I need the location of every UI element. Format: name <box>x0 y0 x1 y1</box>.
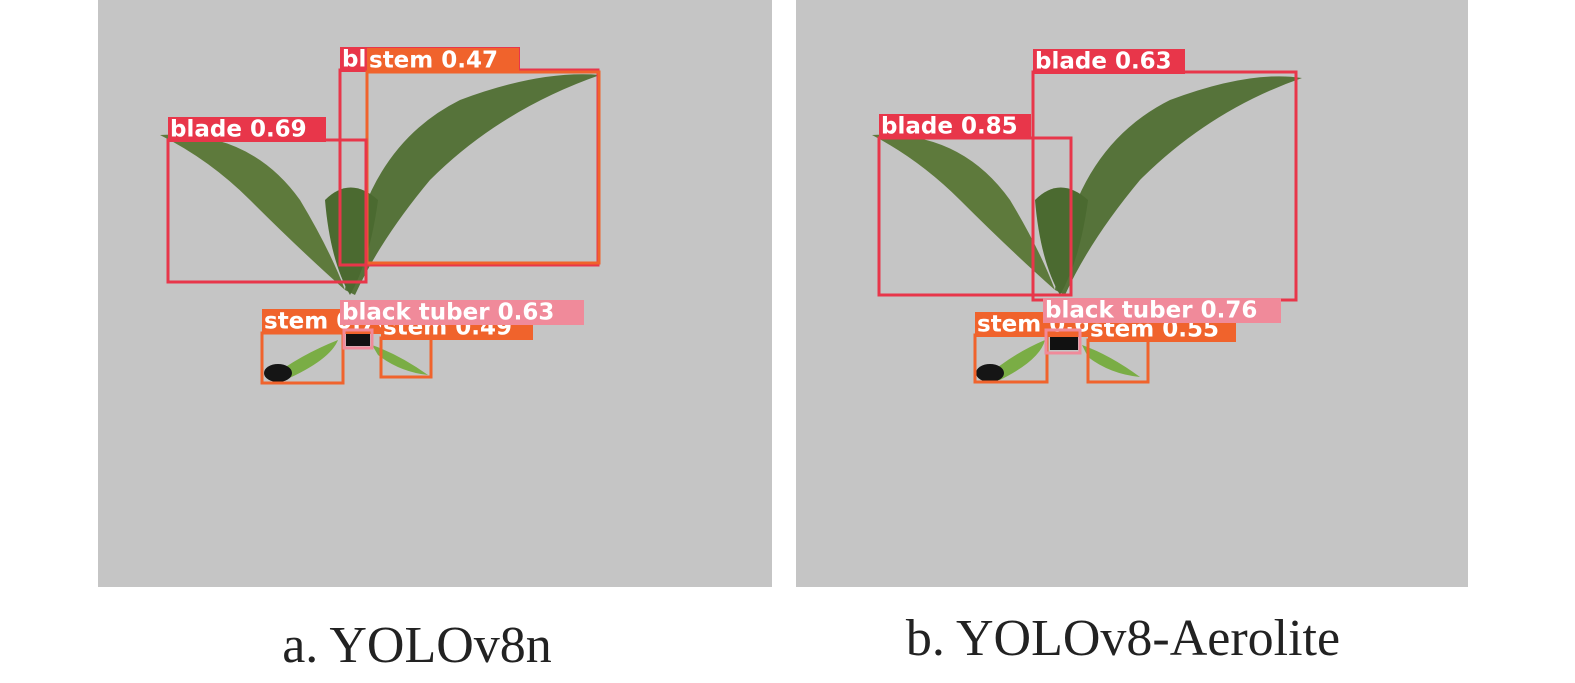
panel-b: b. YOLOv8-Aerolite <box>796 0 1468 667</box>
bounding-box <box>1044 328 1082 355</box>
label-background <box>367 48 519 73</box>
caption: b. YOLOv8-Aerolite <box>906 610 1340 667</box>
tuber <box>1050 334 1078 350</box>
leaf <box>160 134 345 290</box>
caption: a. YOLOv8n <box>282 617 552 674</box>
detection-label: blade 0.85 <box>881 114 1018 140</box>
bounding-box <box>342 328 374 350</box>
panel-a: a. YOLOv8n <box>98 0 772 674</box>
leaf <box>345 74 600 296</box>
detection-label: black tuber 0.76 <box>1045 298 1257 324</box>
detection-label: blade 0.69 <box>170 117 307 143</box>
tip <box>264 364 292 382</box>
label-background <box>1033 49 1185 74</box>
leaf <box>1055 76 1302 295</box>
detection-label: blade 0.63 <box>1035 49 1172 75</box>
image-background <box>98 0 772 587</box>
label-background <box>879 114 1031 139</box>
label-background <box>1043 298 1281 323</box>
leaf <box>872 134 1055 290</box>
leaf <box>1035 187 1088 295</box>
label-background <box>340 300 584 325</box>
tip <box>976 364 1004 382</box>
stem <box>1082 345 1140 377</box>
tuber <box>346 332 370 346</box>
label-background <box>168 117 326 142</box>
stem <box>372 345 428 375</box>
detection-label: stem 0.47 <box>369 48 498 74</box>
detection-label: black tuber 0.63 <box>342 300 554 326</box>
